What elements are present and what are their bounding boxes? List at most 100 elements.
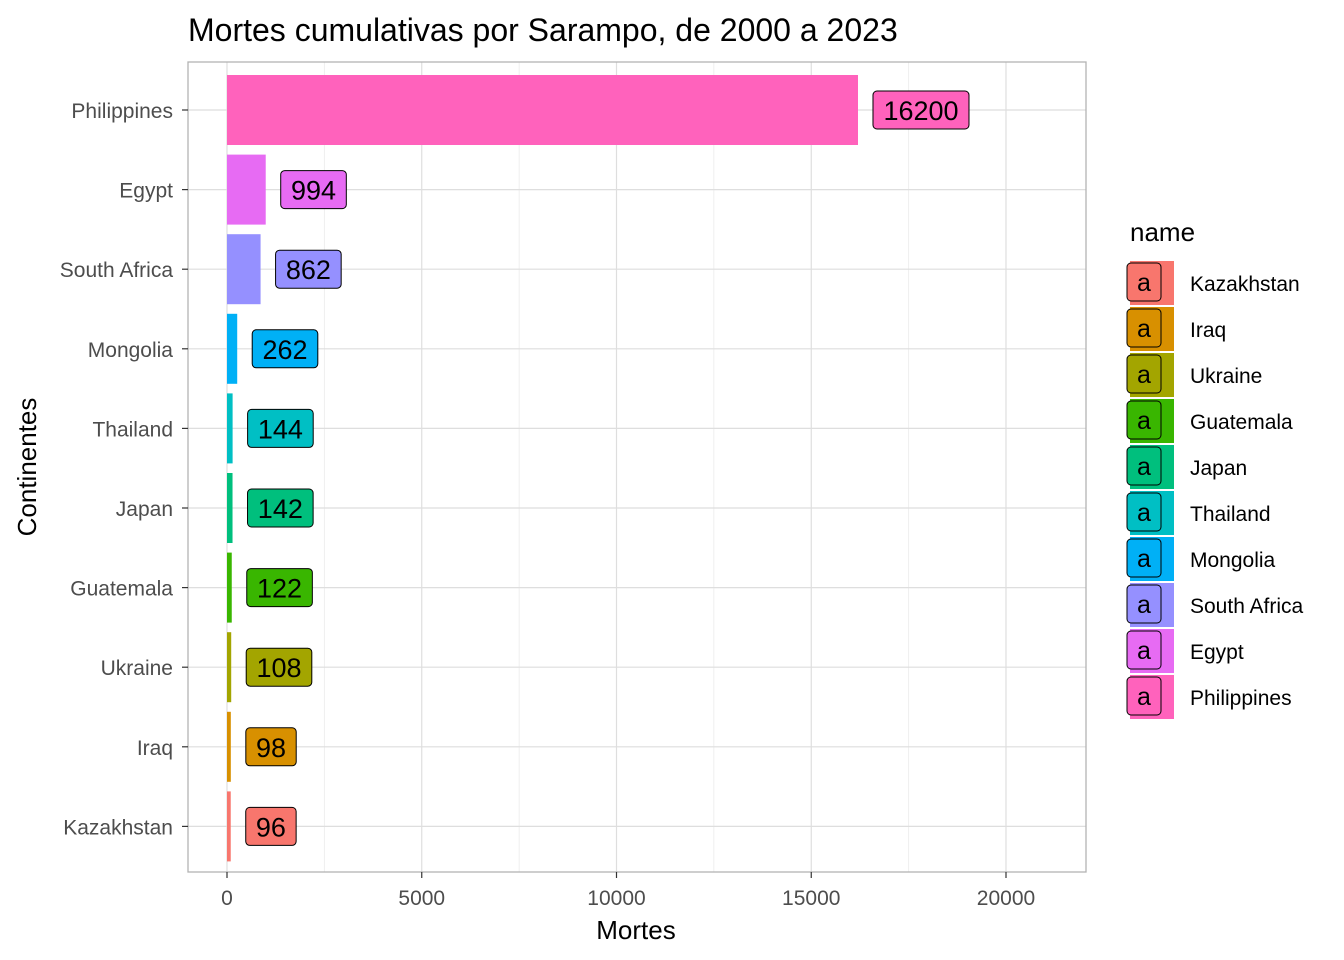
legend-item-label: Mongolia (1190, 549, 1276, 572)
bar-japan (227, 473, 233, 543)
y-axis-label: Continentes (12, 398, 42, 537)
legend-item-kazakhstan: a Kazakhstan (1126, 261, 1300, 305)
legend-item-thailand: a Thailand (1126, 491, 1271, 535)
y-tick-label: Ukraine (101, 657, 173, 680)
legend-item-japan: a Japan (1126, 445, 1247, 489)
data-label-box (245, 727, 297, 767)
legend-key-glyph: a (1137, 315, 1151, 343)
data-label-text: 122 (257, 574, 302, 604)
data-label-box (247, 488, 314, 528)
data-label-text: 262 (262, 335, 307, 365)
legend-item-label: Egypt (1190, 641, 1244, 664)
legend-key-label-box (1126, 538, 1162, 578)
data-label-text: 142 (258, 494, 303, 524)
legend-key-label-box (1126, 630, 1162, 670)
legend-key-glyph: a (1137, 407, 1151, 435)
data-label-box (872, 90, 970, 130)
y-tick-label: Philippines (71, 100, 173, 123)
legend-item-ukraine: a Ukraine (1126, 353, 1262, 397)
data-label-box (246, 568, 313, 608)
y-tick-label: Japan (116, 498, 173, 521)
x-tick-label: 20000 (977, 887, 1035, 910)
data-label-mongolia: 262 (251, 329, 319, 369)
legend-item-label: Ukraine (1190, 365, 1262, 388)
data-label-guatemala: 122 (246, 568, 313, 608)
legend-key-label-box (1126, 676, 1162, 716)
data-label-kazakhstan: 96 (245, 806, 297, 846)
legend-item-guatemala: a Guatemala (1126, 399, 1293, 443)
data-label-text: 862 (286, 255, 331, 285)
y-tick-label: Guatemala (70, 578, 173, 601)
bar-iraq (227, 711, 231, 782)
legend-item-egypt: a Egypt (1126, 629, 1244, 673)
x-tick-label: 15000 (782, 887, 840, 910)
x-axis-label: Mortes (596, 915, 675, 945)
data-labels: 16200 994 862 262 144 142 122 108 98 96 (245, 90, 970, 846)
bar-south-africa (227, 234, 261, 305)
legend-item-label: Philippines (1190, 687, 1292, 710)
x-tick-label: 10000 (587, 887, 645, 910)
data-label-ukraine: 108 (245, 647, 313, 687)
chart-title: Mortes cumulativas por Sarampo, de 2000 … (188, 12, 898, 48)
data-label-south-africa: 862 (275, 249, 342, 289)
legend-title: name (1130, 217, 1195, 247)
data-label-box (245, 806, 297, 846)
bar-philippines (227, 75, 858, 145)
y-tick-label: Mongolia (88, 339, 174, 362)
bar-guatemala (227, 552, 232, 623)
data-label-text: 108 (256, 653, 301, 683)
legend-key-label-box (1126, 354, 1162, 394)
data-label-egypt: 994 (280, 170, 347, 210)
legend-key-label-box (1126, 492, 1162, 532)
legend-item-label: Thailand (1190, 503, 1271, 526)
legend-item-philippines: a Philippines (1126, 675, 1292, 719)
x-tick-label: 0 (221, 887, 233, 910)
legend-item-iraq: a Iraq (1126, 307, 1226, 351)
data-label-box (247, 408, 314, 448)
panel-border (187, 61, 1087, 873)
data-label-philippines: 16200 (872, 90, 970, 130)
legend-key-label-box (1126, 446, 1162, 486)
data-label-text: 994 (291, 176, 336, 206)
data-label-text: 96 (256, 812, 286, 842)
legend-key-glyph: a (1137, 269, 1151, 297)
bar-mongolia (227, 313, 238, 384)
legend-key-glyph: a (1137, 453, 1151, 481)
bar-thailand (227, 393, 233, 464)
bar-kazakhstan (227, 791, 231, 862)
y-tick-label: Egypt (119, 180, 173, 203)
x-axis: 0 5000 10000 15000 20000 (221, 872, 1035, 910)
data-label-box (251, 329, 319, 369)
legend-key-glyph: a (1137, 591, 1151, 619)
legend-item-label: Kazakhstan (1190, 273, 1300, 296)
x-tick-label: 5000 (398, 887, 445, 910)
legend-item-label: South Africa (1190, 595, 1304, 618)
legend-key-label-box (1126, 400, 1162, 440)
legend-item-label: Iraq (1190, 319, 1226, 342)
legend-item-label: Guatemala (1190, 411, 1293, 434)
legend-key-label-box (1126, 584, 1162, 624)
legend-key-label-box (1126, 262, 1162, 302)
legend-item-mongolia: a Mongolia (1126, 537, 1276, 581)
data-label-box (275, 249, 342, 289)
data-label-text: 98 (256, 733, 286, 763)
data-label-iraq: 98 (245, 727, 297, 767)
bar-egypt (227, 154, 266, 225)
legend-key-glyph: a (1137, 499, 1151, 527)
legend-key-label-box (1126, 308, 1162, 348)
y-tick-label: Iraq (137, 737, 173, 760)
data-label-text: 144 (258, 414, 303, 444)
bars (227, 75, 858, 862)
y-tick-label: Thailand (92, 418, 173, 441)
y-tick-label: South Africa (60, 259, 174, 282)
legend-key-glyph: a (1137, 683, 1151, 711)
legend-key-glyph: a (1137, 361, 1151, 389)
legend-item-south-africa: a South Africa (1126, 583, 1304, 627)
y-axis: Philippines Egypt South Africa Mongolia Thai… (60, 100, 188, 839)
legend-key-glyph: a (1137, 637, 1151, 665)
legend-items: a Kazakhstan a Iraq a Ukraine a Guatemala a Japan… (1126, 261, 1304, 719)
legend-item-label: Japan (1190, 457, 1247, 480)
bar-ukraine (227, 632, 232, 703)
